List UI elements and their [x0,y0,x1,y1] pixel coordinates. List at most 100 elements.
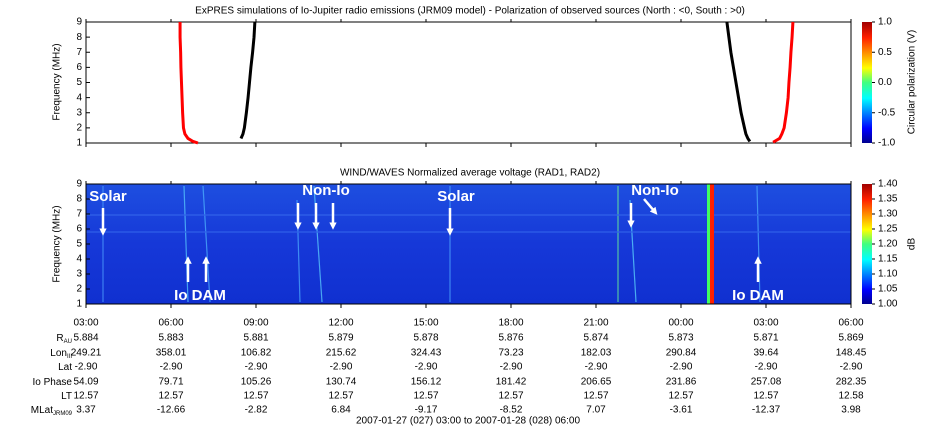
y-tick-label: 6 [76,62,82,73]
table-cell: 3.37 [76,405,96,416]
table-cell: 257.08 [751,377,782,388]
table-cell: -2.90 [160,362,183,373]
table-cell: 54.09 [73,377,98,388]
table-cell: -2.90 [415,362,438,373]
y-tick-label: 3 [76,107,82,118]
colorbar-label: dB [907,238,918,251]
y-tick-label: 9 [76,17,82,28]
y-tick-label: 9 [76,179,82,190]
y-tick-label: 6 [76,224,82,235]
table-cell: 130.74 [326,377,357,388]
table-cell: 206.65 [581,377,612,388]
table-cell: 5.884 [73,333,98,344]
colorbar [862,184,872,304]
colorbar-tick-label: 1.40 [878,179,898,190]
colorbar-tick-label: 1.35 [878,194,898,205]
row-label-text: Lon [50,348,67,359]
spectrogram [86,184,851,304]
annotation: Io DAM [732,287,784,304]
table-cell: 5.879 [328,333,353,344]
panel-title: WIND/WAVES Normalized average voltage (R… [340,168,600,179]
table-cell: 148.45 [836,348,867,359]
table-cell: 282.35 [836,377,867,388]
row-label-text: Io Phase [33,377,73,388]
row-label-text: LT [61,391,72,402]
x-tick-label: 09:00 [243,318,268,329]
table-cell: -12.66 [157,405,186,416]
annotation-arrows [99,198,762,282]
table-cell: -12.37 [752,405,781,416]
row-label-text: R [56,333,63,344]
row-label-text: MLat [31,405,53,416]
x-tick-label: 21:00 [583,318,608,329]
row-label: Io Phase [33,377,73,388]
table-cell: -9.17 [415,405,438,416]
colorbar-tick-label: 1.25 [878,224,898,235]
polarization-curve [178,22,199,145]
annotation: Solar [89,188,127,205]
table-cell: 231.86 [666,377,697,388]
polarization-curve [239,21,257,140]
table-cell: -2.90 [585,362,608,373]
polarization-curve [725,21,752,143]
table-cell: 5.871 [753,333,778,344]
table-cell: -3.61 [670,405,693,416]
table-cell: 12.57 [73,391,98,402]
table-cell: 324.43 [411,348,442,359]
row-label: LT [61,391,72,402]
annotation: Non-Io [302,182,349,199]
row-label: Lat [58,362,72,373]
table-cell: 12.57 [328,391,353,402]
colorbar-tick-label: 1.10 [878,269,898,280]
colorbar-tick-label: 1.30 [878,209,898,220]
colorbar-tick-label: -0.5 [878,107,896,118]
y-tick-label: 8 [76,32,82,43]
table-cell: 7.07 [586,405,606,416]
y-tick-label: 3 [76,269,82,280]
colorbar-tick-label: 1.15 [878,254,898,265]
table-cell: 73.23 [498,348,523,359]
y-tick-label: 7 [76,47,82,58]
table-cell: 5.869 [838,333,863,344]
table-cell: 156.12 [411,377,442,388]
y-tick-label: 2 [76,284,82,295]
y-tick-label: 4 [76,92,82,103]
row-label-subscript: III [67,354,72,360]
table-cell: 5.881 [243,333,268,344]
table-cell: 3.98 [841,405,861,416]
colorbar-label: Circular polarization (V) [907,30,918,134]
table-cell: 290.84 [666,348,697,359]
colorbar-tick-label: -1.0 [878,138,896,149]
y-tick-label: 2 [76,123,82,134]
table-cell: 79.71 [158,377,183,388]
x-tick-label: 03:00 [753,318,778,329]
row-label-subscript: JRM09 [53,411,73,417]
table-cell: -2.90 [755,362,778,373]
x-tick-label: 12:00 [328,318,353,329]
x-tick-label: 15:00 [413,318,438,329]
table-cell: 105.26 [241,377,272,388]
table-cell: -2.90 [75,362,98,373]
table-cell: 12.57 [668,391,693,402]
colorbar [862,22,872,143]
table-cell: -2.90 [670,362,693,373]
y-tick-label: 5 [76,239,82,250]
table-cell: 5.874 [583,333,608,344]
table-cell: 12.57 [753,391,778,402]
x-tick-label: 06:00 [158,318,183,329]
row-label: LonIII [50,348,72,360]
row-label-subscript: AU [64,339,72,345]
table-cell: 12.57 [243,391,268,402]
table-cell: 249.21 [71,348,102,359]
colorbar-tick-label: 1.05 [878,284,898,295]
table-cell: 12.57 [583,391,608,402]
colorbar-tick-label: 1.0 [878,17,892,28]
row-label: RAU [56,333,72,345]
table-cell: 5.876 [498,333,523,344]
colorbar-tick-label: 0.5 [878,47,892,58]
polarization-curve [772,21,795,144]
colorbar-tick-label: 0.0 [878,77,892,88]
table-cell: 181.42 [496,377,527,388]
table-cell: 5.878 [413,333,438,344]
